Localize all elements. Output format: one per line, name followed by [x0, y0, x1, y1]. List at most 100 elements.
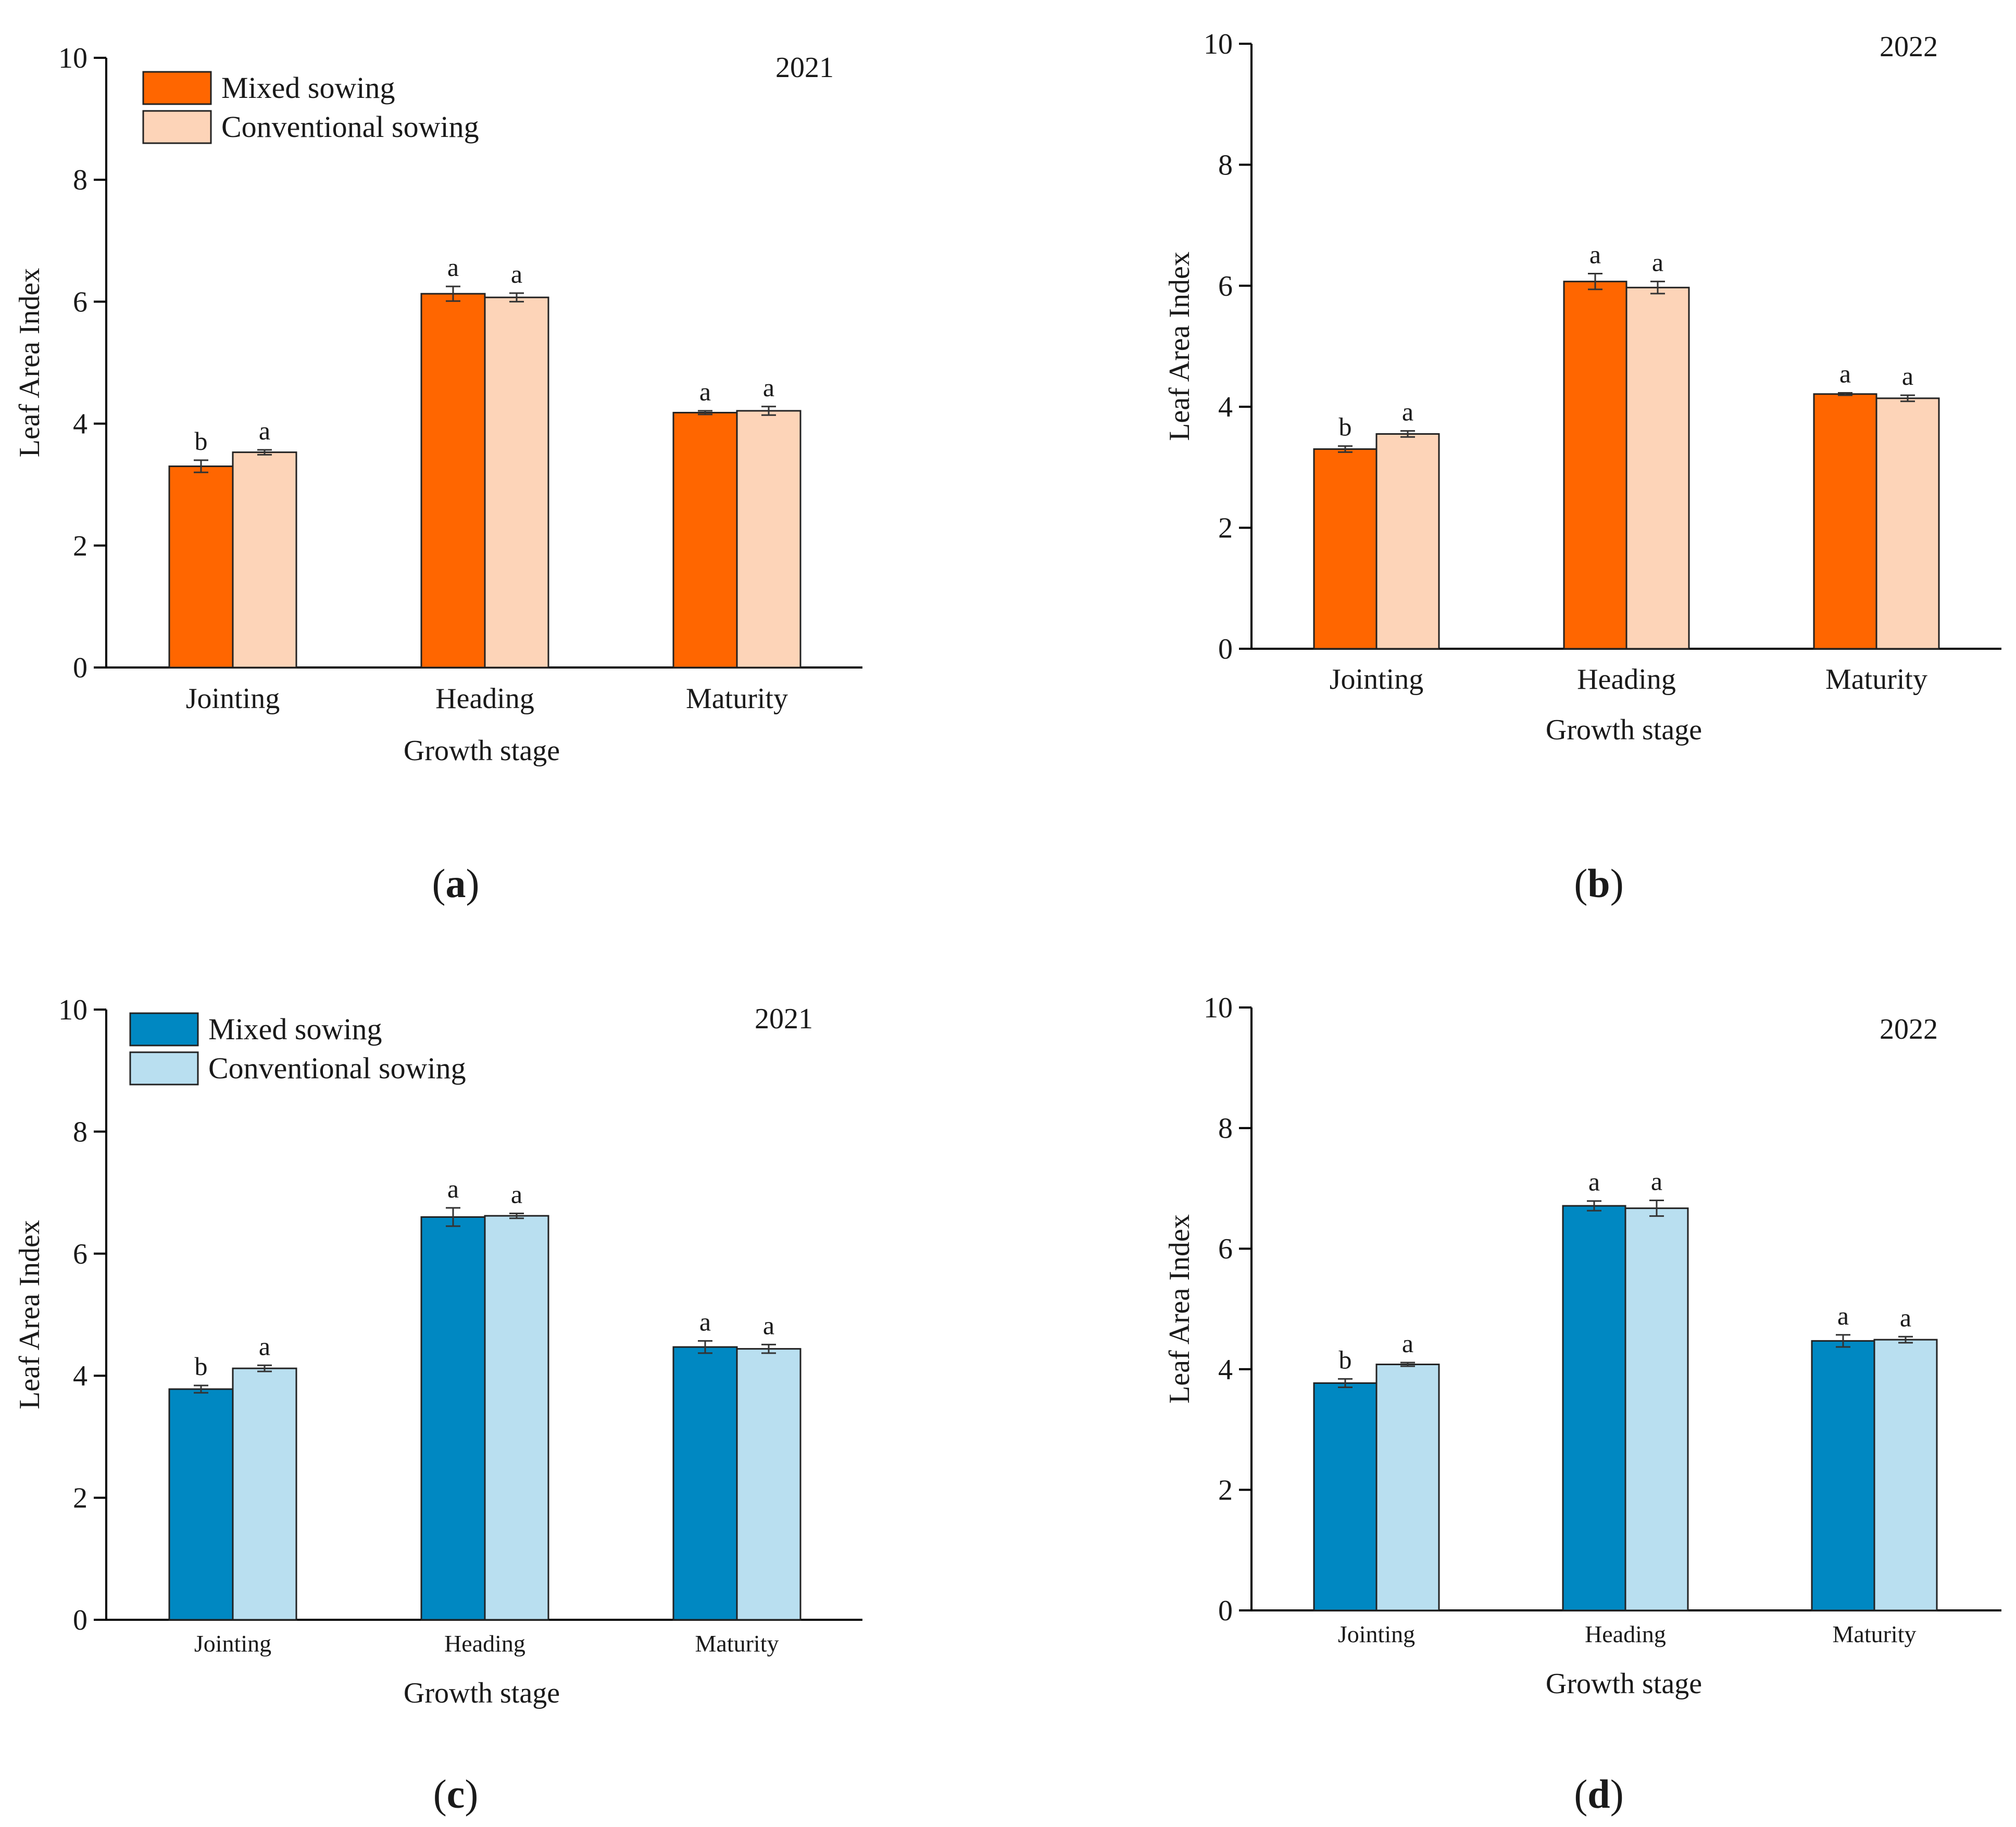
panel-d-significance-letter: a	[1837, 1301, 1849, 1330]
panel-c-legend-label-conventional: Conventional sowing	[208, 1051, 466, 1085]
panel-a-bar-conventional-heading	[484, 296, 549, 669]
panel-a-significance-letter: b	[195, 426, 208, 456]
panel-b-x-axis-title: Growth stage	[1546, 714, 1702, 746]
panel-a-legend-label-mixed: Mixed sowing	[221, 71, 395, 105]
panel-d-x-tick-label: Jointing	[1338, 1621, 1415, 1647]
panel-a-caption: (a)	[432, 861, 480, 906]
panel-a-year-label: 2021	[775, 52, 834, 84]
panel-d-caption-letter: d	[1587, 1771, 1610, 1817]
panel-b-x-tick-label: Heading	[1577, 663, 1676, 696]
panel-c-bar-conventional-jointing	[232, 1367, 297, 1621]
panel-a-significance-letter: a	[259, 416, 270, 445]
panel-d-caption: (d)	[1574, 1771, 1623, 1817]
panel-b-caption-letter: b	[1587, 861, 1610, 906]
panel-d-bar-conventional-jointing	[1375, 1364, 1440, 1611]
panel-b-bar-conventional-jointing	[1375, 433, 1440, 650]
panel-c-caption-letter: c	[447, 1771, 465, 1817]
panel-b-y-tick-label: 2	[1218, 512, 1233, 545]
panel-a-significance-letter: a	[763, 373, 774, 402]
panel-b-significance-letter: a	[1589, 240, 1601, 269]
panel-c-legend-label-mixed: Mixed sowing	[208, 1012, 382, 1046]
panel-c-year-label: 2021	[755, 1003, 813, 1035]
panel-d-significance-letter: a	[1651, 1167, 1662, 1196]
panel-c-y-tick-label: 8	[73, 1116, 87, 1148]
panel-a-x-axis-title: Growth stage	[404, 735, 560, 767]
panel-b-significance-letter: b	[1339, 412, 1352, 442]
panel-b-y-tick-label: 6	[1218, 270, 1233, 303]
panel-a-x-tick-label: Jointing	[186, 683, 280, 715]
panel-d-year-label: 2022	[1880, 1013, 1938, 1045]
panel-d-significance-letter: b	[1339, 1345, 1352, 1374]
panel-c-bar-conventional-maturity	[736, 1348, 802, 1621]
panel-d-y-tick-label: 10	[1204, 992, 1233, 1024]
panel-d-y-tick-label: 0	[1218, 1595, 1233, 1627]
panel-c-bar-mixed-maturity	[672, 1346, 738, 1621]
panel-b-significance-letter: a	[1652, 248, 1663, 277]
panel-a-bar-mixed-jointing	[168, 465, 234, 669]
panel-c-legend-swatch-conventional	[129, 1051, 199, 1086]
panel-a-legend-swatch-conventional	[142, 110, 212, 144]
panel-b-year-label: 2022	[1880, 31, 1938, 63]
panel-c-x-tick-label: Jointing	[194, 1630, 271, 1657]
panel-a-significance-letter: a	[511, 259, 522, 288]
panel-d-y-tick-label: 6	[1218, 1233, 1233, 1265]
panel-a-bar-conventional-maturity	[736, 410, 802, 669]
panel-a-x-tick-label: Heading	[435, 683, 534, 715]
panel-d-x-axis-title: Growth stage	[1546, 1668, 1702, 1700]
panel-c-y-axis-title: Leaf Area Index	[14, 1220, 46, 1409]
panel-b-y-axis-title: Leaf Area Index	[1163, 251, 1196, 441]
panel-a-y-tick-label: 6	[73, 286, 87, 318]
panel-a-y-tick-label: 2	[73, 530, 87, 562]
panel-c-significance-letter: a	[259, 1331, 270, 1360]
panel-c-y-tick-label: 4	[73, 1360, 87, 1392]
panel-b-significance-letter: a	[1839, 359, 1851, 388]
panel-d-bar-conventional-maturity	[1873, 1339, 1938, 1611]
panel-c-significance-letter: b	[195, 1352, 208, 1381]
panel-a-chart: 0 2 4 6 8 10 b a Jointing a a Heading a a Maturity Grow…	[14, 42, 862, 906]
panel-b-significance-letter: a	[1902, 361, 1913, 390]
panel-c-x-tick-label: Maturity	[695, 1630, 779, 1657]
panel-a-x-tick-label: Maturity	[686, 683, 788, 715]
panel-c-y-tick-label: 6	[73, 1238, 87, 1270]
panel-d-significance-letter: a	[1402, 1329, 1413, 1358]
panel-b-y-tick-label: 0	[1218, 633, 1233, 665]
panel-c-legend-swatch-mixed	[129, 1012, 199, 1047]
panel-a-y-tick-label: 4	[73, 408, 87, 440]
panel-a-bar-mixed-maturity	[672, 412, 738, 669]
panel-b-bar-mixed-maturity	[1813, 393, 1877, 650]
panel-b-caption: (b)	[1574, 861, 1623, 906]
panel-c-bar-conventional-heading	[484, 1215, 549, 1621]
panel-a-significance-letter: a	[447, 253, 459, 282]
panel-c-significance-letter: a	[447, 1174, 459, 1203]
panel-c-y-tick-label: 0	[73, 1604, 87, 1636]
panel-d-bar-conventional-heading	[1624, 1207, 1689, 1611]
panel-b-bar-conventional-heading	[1625, 286, 1690, 650]
panel-d-significance-letter: a	[1588, 1167, 1600, 1196]
panel-c-significance-letter: a	[763, 1311, 774, 1340]
panel-d-bar-mixed-maturity	[1811, 1340, 1875, 1611]
panel-d-significance-letter: a	[1900, 1303, 1911, 1332]
panel-c-x-axis-title: Growth stage	[404, 1677, 560, 1709]
panel-b-significance-letter: a	[1402, 397, 1413, 426]
panel-b-bar-mixed-heading	[1563, 281, 1627, 650]
panel-a-y-axis-title: Leaf Area Index	[14, 268, 46, 458]
panel-b-bar-conventional-maturity	[1875, 397, 1940, 650]
panel-a-bar-mixed-heading	[420, 293, 486, 669]
panel-a-legend-label-conventional: Conventional sowing	[221, 110, 479, 144]
panel-a-caption-letter: a	[446, 861, 466, 906]
panel-d-bar-mixed-jointing	[1313, 1382, 1378, 1611]
panel-c-chart: 0 2 4 6 8 10 b a Jointing a a Heading a a Maturity Grow…	[14, 994, 862, 1817]
panel-d-x-tick-label: Heading	[1585, 1621, 1666, 1647]
panel-c-bar-mixed-jointing	[168, 1388, 234, 1621]
panel-a-y-tick-label: 0	[73, 652, 87, 684]
panel-a-y-tick-label: 10	[58, 42, 87, 74]
panel-c-caption: (c)	[433, 1771, 479, 1817]
panel-c-x-tick-label: Heading	[444, 1630, 525, 1657]
panel-d-y-tick-label: 2	[1218, 1474, 1233, 1506]
panel-b-y-tick-label: 4	[1218, 391, 1233, 423]
panel-d-chart: 0 2 4 6 8 10 b a Jointing a a Heading a a Maturity Grow…	[1163, 992, 2001, 1817]
panel-d-y-axis-title: Leaf Area Index	[1163, 1214, 1196, 1404]
panel-d-y-tick-label: 8	[1218, 1113, 1233, 1145]
panel-b-y-tick-label: 10	[1204, 28, 1233, 60]
